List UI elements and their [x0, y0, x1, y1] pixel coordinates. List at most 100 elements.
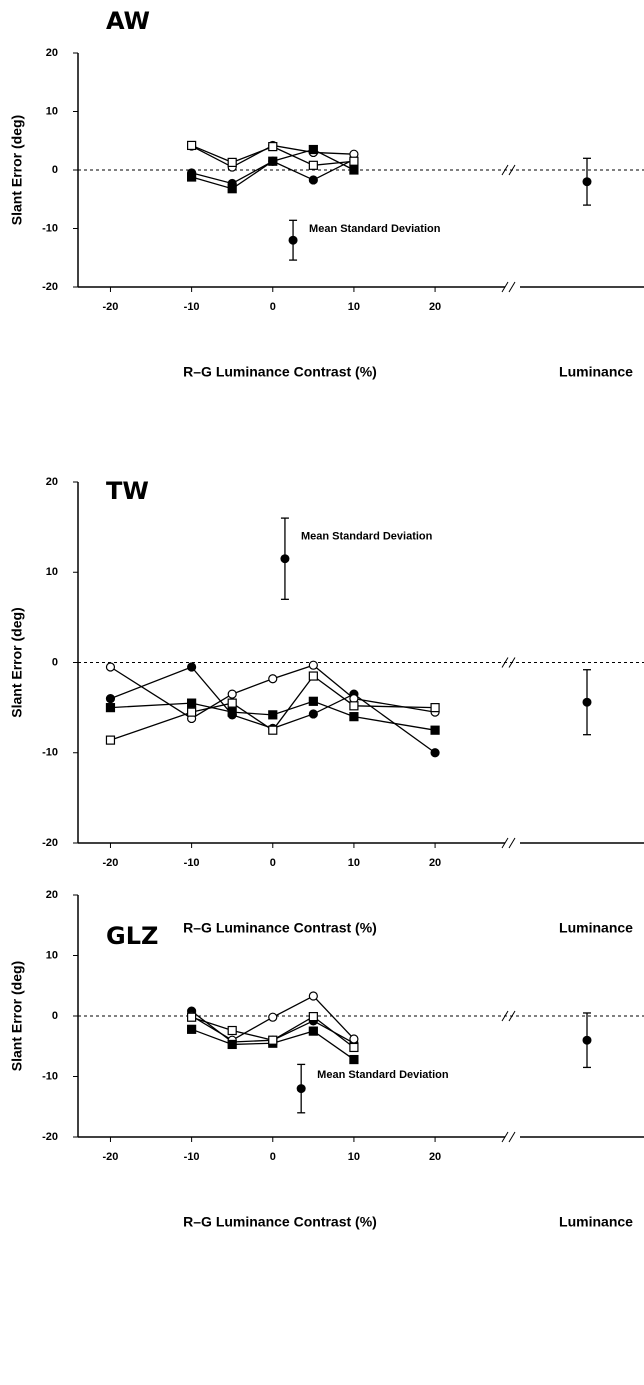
marker — [308, 991, 318, 1001]
panel-title: TW — [106, 477, 149, 505]
x-tick-label: 10 — [348, 301, 360, 313]
marker — [227, 1039, 237, 1050]
mean-sd-point — [288, 235, 298, 245]
y-tick-label: 20 — [46, 47, 58, 59]
marker — [187, 172, 197, 182]
marker — [268, 1035, 278, 1045]
marker — [187, 662, 197, 672]
marker — [227, 184, 237, 194]
marker — [308, 1012, 318, 1022]
mean-sd-label: Mean Standard Deviation — [317, 1069, 449, 1081]
mean-sd-label: Mean Standard Deviation — [301, 530, 433, 542]
marker — [349, 1034, 359, 1044]
marker — [187, 707, 197, 717]
x-axis-label: R–G Luminance Contrast (%) — [183, 364, 377, 380]
y-tick-label: 10 — [46, 105, 58, 117]
ref-break — [501, 1010, 516, 1022]
marker — [105, 703, 116, 713]
panel-title: GLZ — [106, 922, 158, 950]
x-tick-label: 20 — [429, 301, 441, 313]
luminance-label: Luminance — [559, 364, 633, 380]
marker — [268, 1012, 278, 1022]
marker — [349, 165, 359, 175]
marker — [349, 156, 359, 166]
y-tick-label: 0 — [52, 164, 58, 176]
marker — [430, 725, 440, 735]
y-tick-label: 20 — [46, 476, 58, 488]
marker — [227, 1025, 237, 1036]
marker — [308, 160, 318, 170]
marker — [349, 1054, 359, 1065]
marker — [187, 1012, 197, 1022]
marker — [268, 710, 278, 720]
x-tick-label: -10 — [184, 1151, 200, 1163]
luminance-label: Luminance — [559, 920, 633, 936]
axis-break — [501, 1131, 516, 1143]
luminance-label: Luminance — [559, 1214, 633, 1230]
x-tick-label: 0 — [270, 1151, 276, 1163]
y-tick-label: -20 — [42, 1131, 58, 1143]
ref-break — [501, 164, 516, 176]
marker — [308, 696, 318, 706]
marker — [268, 156, 278, 166]
marker — [349, 1042, 359, 1053]
marker — [227, 689, 237, 699]
mean-sd-label: Mean Standard Deviation — [309, 223, 441, 235]
x-tick-label: 20 — [429, 1151, 441, 1163]
axis-break — [501, 281, 516, 293]
luminance-point — [582, 697, 592, 707]
y-tick-label: 20 — [46, 889, 58, 901]
marker — [430, 703, 440, 713]
marker — [308, 144, 318, 155]
mean-sd-point — [280, 554, 290, 564]
y-tick-label: -10 — [42, 747, 58, 759]
marker — [308, 1026, 318, 1036]
x-tick-label: 10 — [348, 857, 360, 869]
marker — [227, 157, 237, 167]
marker — [105, 735, 116, 745]
x-tick-label: 0 — [270, 857, 276, 869]
luminance-point — [582, 177, 592, 187]
marker — [105, 662, 116, 672]
marker — [308, 660, 318, 670]
x-tick-label: 10 — [348, 1151, 360, 1163]
marker — [308, 671, 318, 681]
marker — [349, 712, 359, 722]
x-tick-label: -20 — [103, 1151, 119, 1163]
x-tick-label: -20 — [103, 301, 119, 313]
x-tick-label: 0 — [270, 301, 276, 313]
ref-break — [501, 657, 516, 668]
y-tick-label: 10 — [46, 566, 58, 578]
marker — [268, 725, 278, 735]
marker — [227, 707, 237, 717]
marker — [227, 698, 237, 708]
x-axis-label: R–G Luminance Contrast (%) — [183, 1214, 377, 1230]
y-axis-label: Slant Error (deg) — [9, 961, 25, 1071]
y-tick-label: -10 — [42, 1070, 58, 1082]
marker — [349, 701, 359, 711]
panel-title: AW — [106, 7, 150, 35]
x-tick-label: -10 — [184, 301, 200, 313]
marker — [105, 693, 116, 704]
y-tick-label: -20 — [42, 281, 58, 293]
y-tick-label: -20 — [42, 837, 58, 849]
marker — [187, 1024, 197, 1034]
marker — [308, 175, 318, 185]
luminance-point — [582, 1035, 592, 1045]
mean-sd-point — [296, 1084, 306, 1094]
y-tick-label: 0 — [52, 656, 58, 668]
marker — [187, 140, 197, 151]
marker — [308, 709, 318, 719]
x-tick-label: -20 — [103, 857, 119, 869]
x-tick-label: -10 — [184, 857, 200, 869]
marker — [430, 748, 440, 758]
marker — [268, 142, 278, 152]
marker — [268, 674, 278, 684]
marker — [187, 698, 197, 708]
x-tick-label: 20 — [429, 857, 441, 869]
y-tick-label: -10 — [42, 222, 58, 234]
y-tick-label: 10 — [46, 949, 58, 961]
y-axis-label: Slant Error (deg) — [9, 115, 25, 225]
x-axis-label: R–G Luminance Contrast (%) — [183, 920, 377, 936]
